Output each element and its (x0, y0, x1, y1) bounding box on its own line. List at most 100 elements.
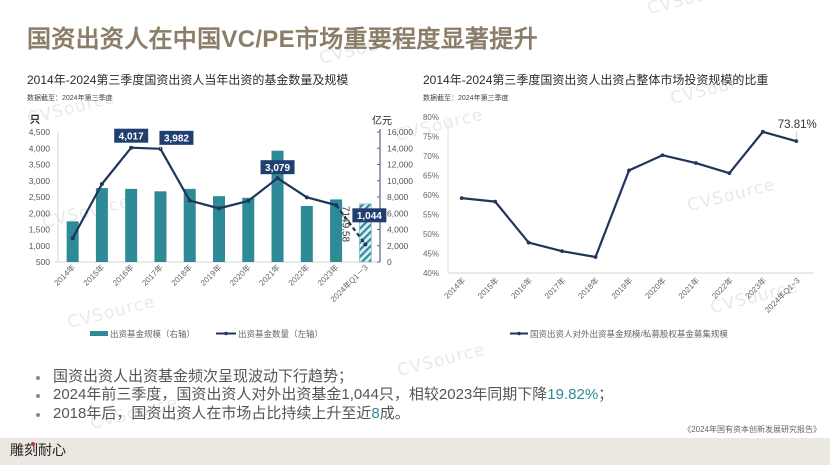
line-marker (493, 199, 498, 204)
data-label-box (159, 130, 194, 145)
data-label: 73.81% (778, 119, 817, 131)
line-marker (275, 176, 280, 181)
fund-count-and-scale-chart: 500 1,000 1,500 2,000 2,500 3,000 3,500 4,000 4,… (29, 114, 414, 339)
data-label-box (114, 128, 149, 143)
bullet-highlight: 8 (371, 404, 380, 422)
fund-scale-bar (66, 221, 79, 262)
legend-line-label: 出资基金数量（左轴） (238, 329, 323, 339)
line-marker (694, 161, 698, 165)
bullet-text: 2024年前三季度，国资出资人对外出资基金1,044只，相较2023年同期下降 (53, 386, 548, 404)
line-marker (217, 206, 221, 211)
fund-scale-bar (330, 199, 343, 262)
fund-scale-bar (95, 188, 108, 262)
x-axis-label: 2015年 (81, 262, 106, 287)
bullet-text: ； (598, 386, 614, 404)
x-axis-label: 2019年 (198, 262, 223, 287)
data-label: 4,017 (119, 131, 144, 142)
source-citation: 《2024年国有资本创新发展研究报告》 (683, 425, 821, 434)
right-axis-tick-label: 0 (387, 257, 392, 267)
left-chart-data-note: 数据截至：2024年第三季度 (27, 95, 113, 102)
line-marker (99, 182, 104, 186)
left-axis-tick-label: 4,500 (29, 127, 51, 137)
x-axis-label: 2024年Q1~3 (762, 275, 802, 315)
x-axis-label: 2017年 (542, 275, 567, 300)
right-axis-tick-label: 16,000 (387, 127, 413, 137)
x-axis-label: 2021年 (257, 262, 282, 287)
bullet-item: 2018年后，国资出资人在市场占比持续上升至近8成。 (33, 405, 613, 423)
logo-dot-icon (31, 442, 35, 446)
data-label: 1,044 (357, 211, 382, 222)
left-axis-tick-label: 500 (36, 257, 50, 267)
bullet-item: 国资出资人出资基金频次呈现波动下行趋势； (33, 368, 613, 386)
line-marker (246, 198, 251, 203)
legend-bar-swatch (90, 331, 108, 336)
line-marker (660, 153, 665, 158)
x-axis-label: 2017年 (140, 262, 165, 287)
line-marker (794, 139, 799, 144)
x-axis-label: 2023年 (315, 262, 340, 287)
y-axis-tick-label: 40% (423, 269, 439, 278)
fund-scale-bar (154, 191, 167, 262)
bullet-text: 国资出资人出资基金频次呈现波动下行趋势； (53, 368, 354, 385)
watermark: CVSource (645, 0, 737, 19)
fund-count-line-projected (335, 204, 367, 245)
left-axis-unit: 只 (30, 114, 40, 126)
footer-band (0, 438, 830, 465)
bullet-dot-icon (36, 394, 40, 399)
legend-bar-label: 出资基金规模（右轴） (110, 329, 195, 339)
line-marker (459, 196, 464, 201)
x-axis-label: 2023年 (743, 275, 768, 300)
right-chart-title: 2014年-2024第三季度国资出资人出资占整体市场投资规模的比重 (423, 73, 769, 87)
y-axis-tick-label: 65% (423, 172, 439, 181)
left-chart-title: 2014年-2024第三季度国资出资人当年出资的基金数量及规模 (27, 73, 349, 87)
left-axis-tick-label: 2,500 (29, 192, 51, 202)
line-marker (70, 236, 75, 241)
x-axis-label: 2018年 (576, 275, 601, 300)
brand-logo: 雕刻耐心 (10, 444, 66, 459)
fund-scale-bar (271, 150, 284, 262)
right-axis-unit: 亿元 (372, 114, 392, 127)
share-ratio-line (461, 130, 797, 259)
right-chart-data-note: 数据截至：2024年第三季度 (423, 95, 509, 102)
x-axis-label: 2018年 (169, 262, 194, 287)
x-axis-label: 2014年 (52, 262, 77, 287)
right-axis-tick-label: 2,000 (387, 241, 409, 251)
x-axis-label: 2016年 (110, 262, 135, 287)
y-axis-tick-label: 70% (423, 152, 439, 161)
bullet-text: 成。 (379, 404, 410, 422)
legend-line-label: 国资出资人对外出资基金规模/私募股权基金募集规模 (530, 329, 728, 339)
page-title: 国资出资人在中国VC/PE市场重要程度显著提升 (27, 26, 538, 53)
left-axis-tick-label: 4,000 (29, 143, 51, 153)
line-marker (304, 195, 309, 200)
fund-scale-bar (213, 196, 225, 262)
x-axis-label: 2021年 (676, 275, 701, 300)
fund-scale-bar (125, 188, 138, 262)
bullet-text: 2018年后，国资出资人在市场占比持续上升至近 (53, 404, 372, 422)
x-axis-label: 2020年 (643, 275, 668, 300)
left-axis-tick-label: 2,000 (29, 208, 51, 218)
line-marker (727, 171, 732, 176)
x-axis-label: 2016年 (509, 275, 534, 300)
x-axis-label: 2014年 (442, 275, 467, 300)
bullet-dot-icon (36, 376, 40, 380)
data-label-box (260, 160, 295, 175)
right-axis-tick-label: 8,000 (387, 192, 409, 202)
right-axis-tick-label: 6,000 (387, 208, 409, 218)
right-axis-tick-label: 14,000 (387, 143, 413, 153)
x-axis-label: 2022年 (709, 275, 734, 300)
line-marker (593, 255, 598, 259)
y-axis-tick-label: 60% (423, 191, 439, 200)
y-axis-tick-label: 75% (423, 133, 439, 142)
bullet-item: 2024年前三季度，国资出资人对外出资基金1,044只，相较2023年同期下降1… (33, 386, 613, 404)
x-axis-label: 2015年 (475, 275, 500, 300)
x-axis-label: 2020年 (227, 262, 252, 287)
y-axis-tick-label: 55% (423, 211, 439, 220)
market-share-ratio-chart: 40% 45% 50% 55% 60% 65% 70% 75% 80% 73.81% 2014年 20… (423, 113, 817, 339)
y-axis-tick-label: 50% (423, 230, 439, 239)
left-axis-tick-label: 1,000 (29, 241, 51, 251)
line-marker (334, 203, 339, 208)
line-marker (187, 198, 192, 203)
right-axis-tick-label: 4,000 (387, 225, 409, 235)
right-axis-tick-label: 10,000 (387, 176, 413, 186)
x-axis-label: 2022年 (286, 262, 311, 287)
